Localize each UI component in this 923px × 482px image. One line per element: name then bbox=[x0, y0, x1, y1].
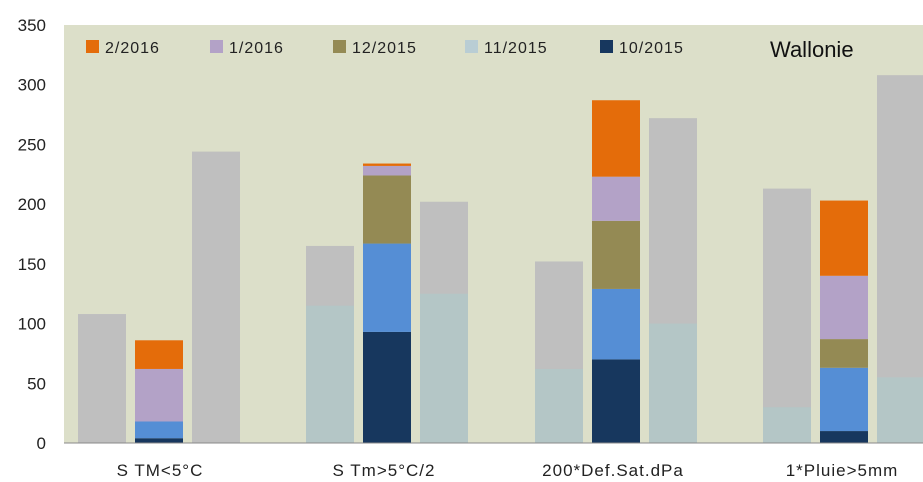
y-axis: 0 50 100 150 200 250 300 350 bbox=[18, 16, 46, 453]
y-tick-label: 300 bbox=[18, 76, 46, 95]
x-tick-label: 1*Pluie>5mm bbox=[786, 461, 899, 480]
y-tick-label: 250 bbox=[18, 135, 46, 154]
legend-label: 12/2015 bbox=[352, 40, 417, 57]
y-tick-label: 350 bbox=[18, 16, 46, 35]
reference-bar-left-inner bbox=[535, 368, 583, 443]
stacked-bar-segment bbox=[135, 340, 183, 369]
y-tick-label: 200 bbox=[18, 195, 46, 214]
stacked-bar-segment bbox=[363, 331, 411, 443]
stacked-bar-segment bbox=[363, 175, 411, 244]
x-tick-label: 200*Def.Sat.dPa bbox=[542, 461, 684, 480]
stacked-bar-segment bbox=[135, 438, 183, 443]
reference-bar-right-inner bbox=[420, 293, 468, 443]
legend: 2/2016 1/2016 12/2015 11/2015 10/2015 bbox=[86, 40, 684, 57]
reference-bar-left-inner bbox=[763, 407, 811, 443]
legend-label: 2/2016 bbox=[105, 40, 160, 57]
reference-bar-left-inner bbox=[306, 305, 354, 443]
x-axis: S TM<5°C S Tm>5°C/2 200*Def.Sat.dPa 1*Pluie… bbox=[117, 461, 899, 480]
legend-swatch bbox=[210, 40, 223, 53]
stacked-bar-segment bbox=[592, 100, 640, 177]
bars bbox=[78, 75, 923, 443]
stacked-bar-segment bbox=[592, 176, 640, 221]
stacked-bar-segment bbox=[820, 431, 868, 443]
x-tick-label: S TM<5°C bbox=[117, 461, 204, 480]
y-tick-label: 150 bbox=[18, 255, 46, 274]
legend-swatch bbox=[600, 40, 613, 53]
stacked-bar-segment bbox=[363, 243, 411, 332]
reference-bar-right-inner bbox=[877, 377, 923, 443]
stacked-bar-segment bbox=[820, 275, 868, 340]
legend-label: 1/2016 bbox=[229, 40, 284, 57]
stacked-bar-segment bbox=[592, 288, 640, 360]
reference-bar-right bbox=[192, 151, 240, 443]
stacked-bar-segment bbox=[820, 200, 868, 276]
reference-bar-right-inner bbox=[649, 323, 697, 443]
legend-swatch bbox=[86, 40, 99, 53]
reference-bar-left bbox=[78, 314, 126, 443]
stacked-bar-segment bbox=[592, 220, 640, 289]
stacked-bar-segment bbox=[135, 368, 183, 422]
stacked-bar-segment bbox=[363, 165, 411, 176]
chart-title: Wallonie bbox=[770, 37, 854, 62]
stacked-bar-segment bbox=[820, 367, 868, 432]
legend-swatch bbox=[333, 40, 346, 53]
y-tick-label: 100 bbox=[18, 315, 46, 334]
legend-label: 10/2015 bbox=[619, 40, 684, 57]
stacked-bar-segment bbox=[592, 359, 640, 443]
y-tick-label: 0 bbox=[37, 434, 46, 453]
stacked-bar-segment bbox=[363, 163, 411, 166]
reference-bar-left bbox=[763, 188, 811, 443]
y-tick-label: 50 bbox=[27, 374, 46, 393]
stacked-bar-segment bbox=[135, 421, 183, 439]
x-tick-label: S Tm>5°C/2 bbox=[333, 461, 436, 480]
legend-swatch bbox=[465, 40, 478, 53]
stacked-bar-segment bbox=[820, 339, 868, 368]
legend-label: 11/2015 bbox=[484, 40, 548, 57]
